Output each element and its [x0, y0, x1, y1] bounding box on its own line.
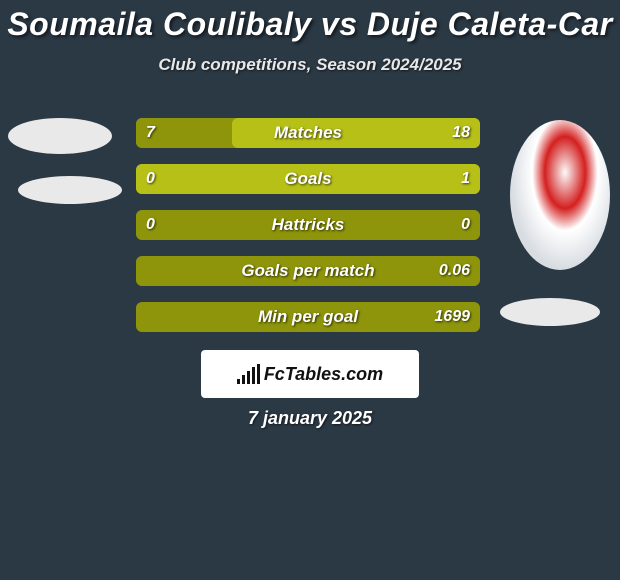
bar-chart-icon: [237, 364, 260, 384]
h2h-stat-chart: 718Matches01Goals00Hattricks0.06Goals pe…: [0, 118, 620, 348]
stat-bar-bg: [136, 256, 480, 286]
stat-row: 1699Min per goal: [136, 302, 480, 332]
stat-bar-right: [232, 118, 480, 148]
stat-value-left: 7: [146, 118, 155, 148]
stat-value-right: 0.06: [439, 256, 470, 286]
fctables-logo-link[interactable]: FcTables.com: [201, 350, 419, 398]
stat-bar-bg: [136, 302, 480, 332]
stat-row: 01Goals: [136, 164, 480, 194]
stat-value-left: 0: [146, 164, 155, 194]
stat-bar-right: [136, 164, 480, 194]
stat-value-right: 1: [461, 164, 470, 194]
stat-row: 00Hattricks: [136, 210, 480, 240]
stat-value-right: 0: [461, 210, 470, 240]
page-title: Soumaila Coulibaly vs Duje Caleta-Car: [0, 0, 620, 43]
snapshot-date: 7 january 2025: [0, 408, 620, 429]
stat-row: 0.06Goals per match: [136, 256, 480, 286]
stat-value-left: 0: [146, 210, 155, 240]
logo-text: FcTables.com: [264, 364, 383, 385]
page-subtitle: Club competitions, Season 2024/2025: [0, 55, 620, 75]
stat-value-right: 1699: [434, 302, 470, 332]
stat-bar-bg: [136, 210, 480, 240]
stat-row: 718Matches: [136, 118, 480, 148]
stat-value-right: 18: [452, 118, 470, 148]
